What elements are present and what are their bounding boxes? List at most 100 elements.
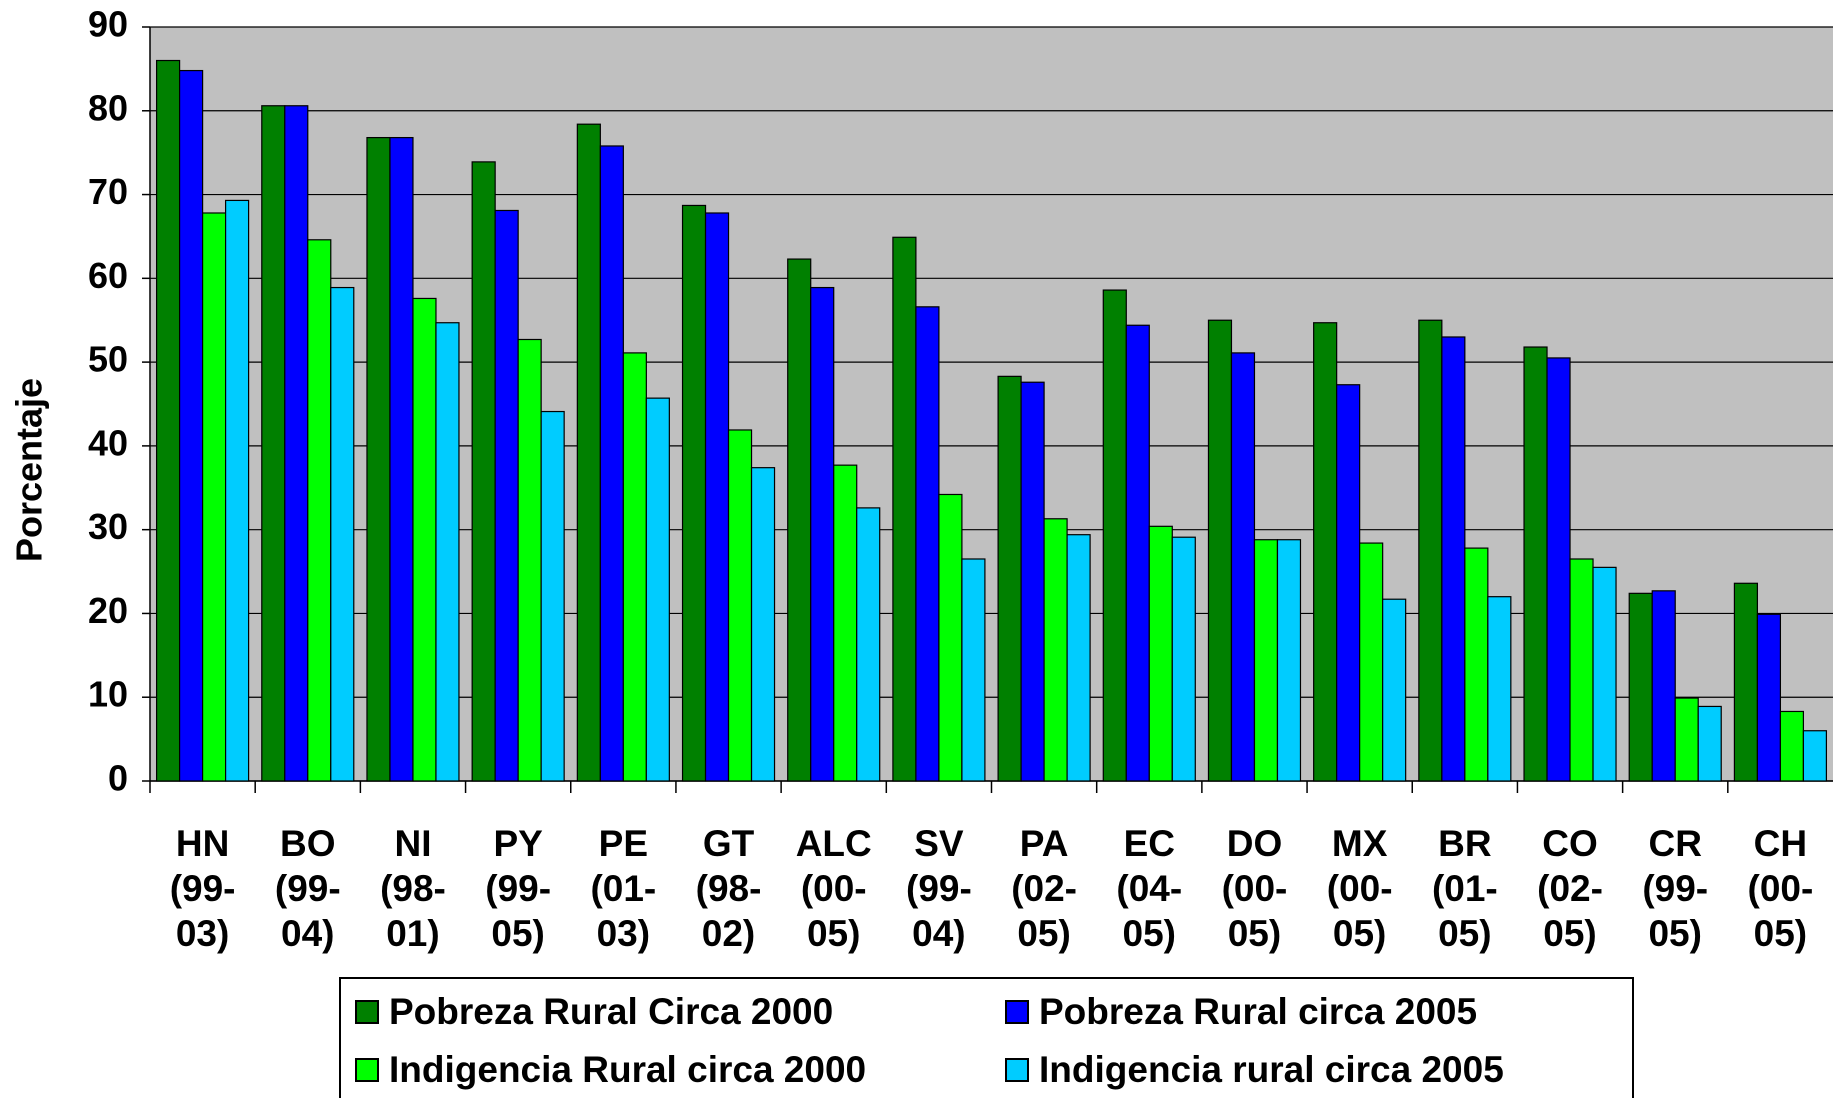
bar <box>1066 534 1091 782</box>
bar <box>961 558 986 782</box>
legend-label: Pobreza Rural Circa 2000 <box>389 991 834 1032</box>
y-tick-label: 50 <box>88 339 128 380</box>
bar <box>1523 346 1548 782</box>
legend-label: Indigencia Rural circa 2000 <box>389 1049 867 1090</box>
x-tick-label: DO (00-05) <box>1221 823 1288 954</box>
bar <box>178 69 204 782</box>
bar <box>750 467 776 782</box>
legend-label: Indigencia rural circa 2005 <box>1039 1049 1504 1090</box>
x-tick-label: PY (99-05) <box>485 823 552 954</box>
y-tick-label: 30 <box>88 506 128 547</box>
bar <box>892 236 917 782</box>
y-tick-label: 60 <box>88 255 128 296</box>
legend: Pobreza Rural Circa 2000 Pobreza Rural ci… <box>339 977 1634 1098</box>
x-tick-label: BR (01-05) <box>1431 823 1498 954</box>
bar <box>915 306 940 782</box>
bar <box>1276 539 1302 782</box>
legend-item: Pobreza Rural circa 2005 <box>1005 983 1645 1041</box>
bar <box>1651 590 1676 782</box>
bar <box>1592 566 1617 782</box>
bar <box>494 209 519 782</box>
legend-item: Pobreza Rural Circa 2000 <box>355 983 1005 1041</box>
y-tick-label: 40 <box>88 422 128 463</box>
bar <box>704 212 730 782</box>
bar <box>856 507 881 782</box>
bar <box>540 410 565 782</box>
bar <box>810 286 835 782</box>
x-tick-label: HN (99-03) <box>169 823 236 954</box>
bar <box>1171 536 1196 782</box>
legend-swatch <box>355 1000 379 1024</box>
bar <box>1382 598 1407 782</box>
legend-swatch <box>1005 1058 1029 1082</box>
x-tick-label: CH (00-05) <box>1747 823 1814 954</box>
bar <box>1487 596 1512 782</box>
bar <box>307 239 332 782</box>
bar <box>622 352 647 782</box>
bar <box>1779 710 1805 782</box>
bar <box>833 464 858 782</box>
x-tick-label: GT (98-02) <box>695 823 762 954</box>
bar <box>389 136 414 782</box>
bar <box>997 375 1022 782</box>
x-tick-label: NI (98-01) <box>380 823 446 954</box>
bar <box>599 145 624 782</box>
bar <box>787 258 812 782</box>
x-tick-label: CO (02-05) <box>1537 823 1603 954</box>
legend-item: Indigencia Rural circa 2000 <box>355 1041 1005 1099</box>
bar <box>1418 319 1443 782</box>
bar <box>224 199 250 782</box>
bar <box>155 59 181 782</box>
bar <box>1148 525 1173 782</box>
bar <box>1674 697 1699 782</box>
bar <box>1043 518 1068 782</box>
bar <box>1336 384 1361 782</box>
x-tick-label: ALC (00-05) <box>795 823 872 954</box>
bar <box>1102 289 1127 782</box>
bar <box>201 212 227 782</box>
legend-swatch <box>1005 1000 1029 1024</box>
chart: Porcentaje 0 10 20 30 40 50 60 70 80 90 <box>9 4 1833 799</box>
y-tick-label: 70 <box>88 171 128 212</box>
bar <box>261 105 286 782</box>
y-tick-label: 80 <box>88 87 128 128</box>
y-tick-label: 0 <box>108 758 128 799</box>
bar <box>1125 324 1150 782</box>
bar <box>1464 547 1489 782</box>
y-axis-title: Porcentaje <box>9 378 50 562</box>
bar <box>412 297 437 782</box>
bar <box>1020 381 1045 782</box>
x-tick-label: BO (99-04) <box>274 823 341 954</box>
bar <box>576 123 601 782</box>
bar <box>1697 705 1722 782</box>
bar <box>727 429 753 782</box>
bar <box>471 161 496 782</box>
bar <box>681 204 707 782</box>
bar <box>517 338 542 782</box>
bar <box>366 136 391 782</box>
x-tick-label: PA (02-05) <box>1011 823 1077 954</box>
y-tick-label: 90 <box>88 4 128 45</box>
bar <box>284 105 309 782</box>
bar <box>1756 613 1782 782</box>
y-tick-label: 10 <box>88 674 128 715</box>
x-tick-label: EC (04-05) <box>1116 823 1183 954</box>
bar <box>435 322 460 782</box>
bar <box>1253 539 1279 782</box>
legend-label: Pobreza Rural circa 2005 <box>1039 991 1478 1032</box>
y-tick-label: 20 <box>88 590 128 631</box>
x-tick-label: CR (99-05) <box>1642 823 1709 954</box>
bar <box>1802 730 1828 782</box>
bar <box>1441 336 1466 782</box>
bar <box>330 286 355 782</box>
bar <box>1359 542 1384 782</box>
bar <box>645 397 670 782</box>
x-tick-label: SV (99-04) <box>906 823 972 954</box>
bar <box>1628 592 1653 782</box>
legend-swatch <box>355 1058 379 1082</box>
x-tick-label: PE (01-03) <box>590 823 657 954</box>
bar <box>1230 352 1256 782</box>
x-tick-label: MX (00-05) <box>1326 823 1393 954</box>
bar <box>938 493 963 782</box>
